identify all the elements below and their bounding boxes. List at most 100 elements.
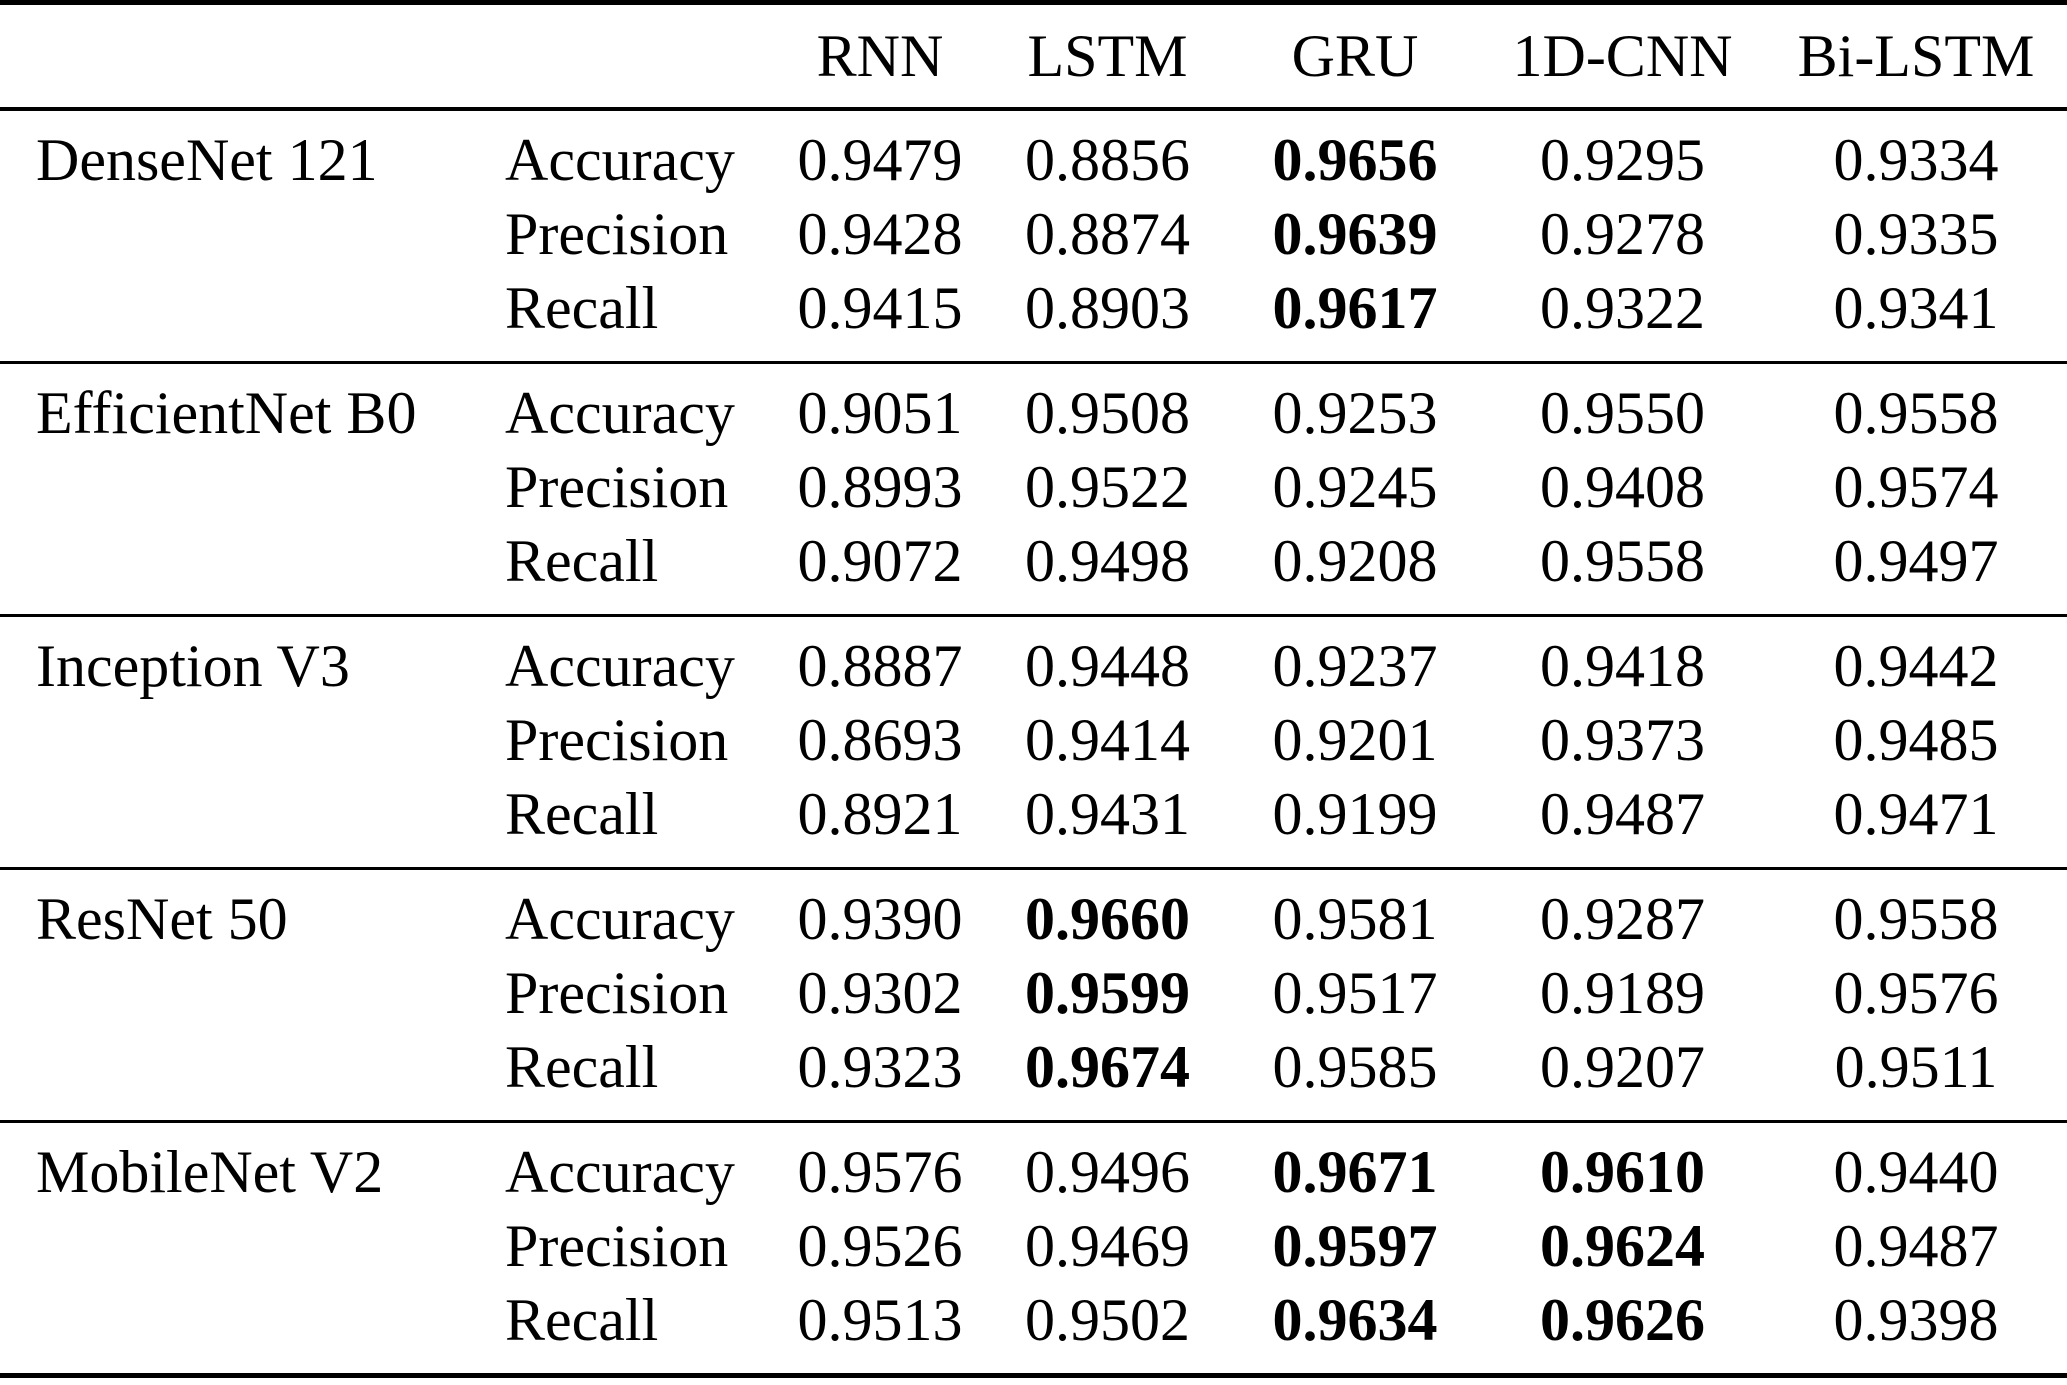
metric-label: Accuracy	[505, 632, 735, 699]
metric-label: Recall	[505, 274, 659, 341]
metric-value: 0.8856	[1025, 126, 1190, 193]
metric-value: 0.9287	[1540, 885, 1705, 952]
metric-value: 0.9471	[1833, 780, 1999, 847]
metric-value: 0.9508	[1025, 379, 1190, 446]
metric-value: 0.9574	[1833, 453, 1999, 520]
metric-value: 0.9522	[1025, 453, 1190, 520]
table-row: Precision 0.9526 0.9469 0.9597 0.9624 0.…	[0, 1209, 2067, 1283]
metric-value: 0.9610	[1540, 1138, 1705, 1205]
table-row: DenseNet 121 Accuracy 0.9479 0.8856 0.96…	[0, 109, 2067, 197]
metric-value: 0.9469	[1025, 1212, 1190, 1279]
metric-value: 0.9418	[1540, 632, 1705, 699]
header-spacer-model	[0, 3, 505, 110]
metric-value: 0.9440	[1833, 1138, 1999, 1205]
metric-value: 0.9072	[797, 527, 963, 594]
table-row: Recall 0.9323 0.9674 0.9585 0.9207 0.951…	[0, 1030, 2067, 1122]
column-header-bi-lstm: Bi-LSTM	[1797, 22, 2035, 89]
metric-value: 0.9487	[1833, 1212, 1999, 1279]
metric-value: 0.9671	[1272, 1138, 1438, 1205]
model-name: Inception V3	[36, 633, 350, 699]
metric-value: 0.9487	[1540, 780, 1705, 847]
metric-value: 0.9660	[1025, 885, 1190, 952]
header-row: RNN LSTM GRU 1D-CNN Bi-LSTM	[0, 3, 2067, 110]
model-name: EfficientNet B0	[36, 380, 417, 446]
table-row: Recall 0.9072 0.9498 0.9208 0.9558 0.949…	[0, 524, 2067, 616]
model-name: DenseNet 121	[36, 127, 378, 193]
metric-value: 0.9428	[797, 200, 963, 267]
metric-value: 0.9415	[797, 274, 963, 341]
metric-value: 0.9408	[1540, 453, 1705, 520]
metric-value: 0.9237	[1272, 632, 1438, 699]
metric-value: 0.9517	[1272, 959, 1438, 1026]
metric-value: 0.9199	[1272, 780, 1438, 847]
metric-value: 0.9448	[1025, 632, 1190, 699]
metric-value: 0.9585	[1272, 1033, 1438, 1100]
metric-value: 0.9656	[1272, 126, 1438, 193]
metric-value: 0.9497	[1833, 527, 1999, 594]
metric-value: 0.9576	[1833, 959, 1999, 1026]
metric-value: 0.8903	[1025, 274, 1190, 341]
metric-value: 0.9576	[797, 1138, 963, 1205]
metric-value: 0.9334	[1833, 126, 1999, 193]
metric-label: Recall	[505, 1286, 659, 1353]
model-group-mobilenet-v2: MobileNet V2 Accuracy 0.9576 0.9496 0.96…	[0, 1122, 2067, 1376]
column-header-1d-cnn: 1D-CNN	[1512, 22, 1733, 89]
metric-value: 0.9208	[1272, 527, 1438, 594]
metric-value: 0.9479	[797, 126, 963, 193]
table-row: Recall 0.9513 0.9502 0.9634 0.9626 0.939…	[0, 1283, 2067, 1376]
metric-value: 0.9558	[1833, 885, 1999, 952]
model-name: ResNet 50	[36, 886, 288, 952]
metric-value: 0.9617	[1272, 274, 1438, 341]
metric-value: 0.9335	[1833, 200, 1999, 267]
metric-value: 0.9323	[797, 1033, 963, 1100]
metric-value: 0.9558	[1540, 527, 1705, 594]
model-group-densenet-121: DenseNet 121 Accuracy 0.9479 0.8856 0.96…	[0, 109, 2067, 363]
metric-value: 0.9526	[797, 1212, 963, 1279]
metric-value: 0.9599	[1025, 959, 1190, 1026]
table-row: MobileNet V2 Accuracy 0.9576 0.9496 0.96…	[0, 1122, 2067, 1210]
metric-value: 0.9414	[1025, 706, 1190, 773]
metric-value: 0.9442	[1833, 632, 1999, 699]
model-name: MobileNet V2	[36, 1139, 384, 1205]
metric-label: Accuracy	[505, 1138, 735, 1205]
metric-label: Accuracy	[505, 379, 735, 446]
metric-value: 0.8921	[797, 780, 963, 847]
metric-value: 0.9278	[1540, 200, 1705, 267]
metric-value: 0.9502	[1025, 1286, 1190, 1353]
metric-value: 0.9245	[1272, 453, 1438, 520]
metric-label: Accuracy	[505, 126, 735, 193]
metric-value: 0.9498	[1025, 527, 1190, 594]
metric-value: 0.9201	[1272, 706, 1438, 773]
metric-value: 0.9398	[1833, 1286, 1999, 1353]
metric-value: 0.9597	[1272, 1212, 1438, 1279]
metric-value: 0.9639	[1272, 200, 1438, 267]
model-group-resnet-50: ResNet 50 Accuracy 0.9390 0.9660 0.9581 …	[0, 869, 2067, 1122]
metric-value: 0.9674	[1025, 1033, 1190, 1100]
metric-value: 0.9485	[1833, 706, 1999, 773]
metric-value: 0.9390	[797, 885, 963, 952]
table-row: Precision 0.8993 0.9522 0.9245 0.9408 0.…	[0, 450, 2067, 524]
metric-label: Precision	[505, 706, 729, 773]
metric-value: 0.9253	[1272, 379, 1438, 446]
table-header: RNN LSTM GRU 1D-CNN Bi-LSTM	[0, 3, 2067, 110]
metric-value: 0.9373	[1540, 706, 1705, 773]
metric-label: Precision	[505, 200, 729, 267]
header-spacer-metric	[505, 3, 775, 110]
column-header-rnn: RNN	[816, 22, 944, 89]
metric-value: 0.9511	[1834, 1033, 1998, 1100]
table-row: EfficientNet B0 Accuracy 0.9051 0.9508 0…	[0, 363, 2067, 451]
metric-value: 0.8693	[797, 706, 963, 773]
metric-label: Accuracy	[505, 885, 735, 952]
metric-value: 0.9496	[1025, 1138, 1190, 1205]
model-group-inception-v3: Inception V3 Accuracy 0.8887 0.9448 0.92…	[0, 616, 2067, 869]
metric-value: 0.9302	[797, 959, 963, 1026]
metric-value: 0.9341	[1833, 274, 1999, 341]
metric-label: Precision	[505, 453, 729, 520]
table-row: Recall 0.8921 0.9431 0.9199 0.9487 0.947…	[0, 777, 2067, 869]
metric-value: 0.9581	[1272, 885, 1438, 952]
metric-value: 0.9550	[1540, 379, 1705, 446]
metric-value: 0.9634	[1272, 1286, 1438, 1353]
metric-label: Precision	[505, 959, 729, 1026]
